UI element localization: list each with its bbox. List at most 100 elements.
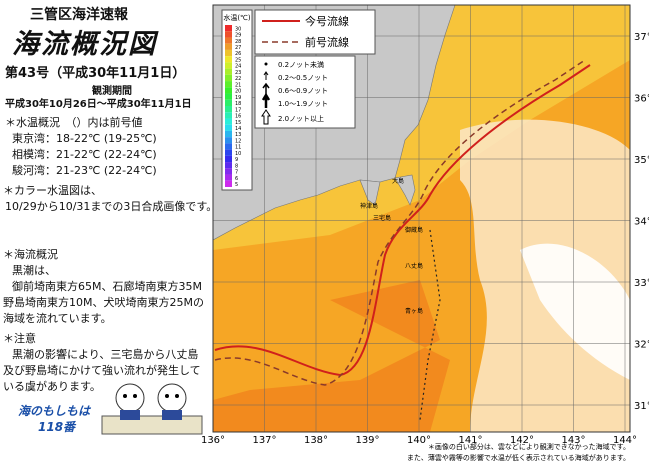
peninsula [359, 174, 416, 206]
colorbar-cell [225, 106, 232, 113]
lat-label: 33° [634, 278, 649, 289]
place: 青ヶ島 [405, 307, 423, 315]
temp-row: 東京湾：18-22℃ (19-25℃) [12, 132, 157, 145]
lon-label: 138° [304, 435, 328, 446]
colorbar-cell [225, 118, 232, 125]
colorbar-cell [225, 62, 232, 69]
lon-label: 143° [561, 435, 585, 446]
colorbar-label: 25 [235, 57, 241, 63]
caution-line: いる虞があります。 [3, 380, 101, 393]
lat-label: 34° [634, 217, 649, 228]
colorbar-label: 10 [235, 151, 241, 157]
speed-text: 0.2ノット未満 [278, 60, 324, 69]
temp-row: 駿河湾：21-23℃ (22-24℃) [12, 164, 157, 177]
speed-text: 2.0ノット以上 [278, 114, 324, 123]
colorbar-label: 8 [235, 163, 238, 169]
colorbar-label: 30 [235, 26, 241, 32]
sea-hot [213, 280, 450, 432]
line-legend [254, 9, 376, 55]
issue: 第43号（平成30年11月1日） [5, 66, 186, 81]
slogan: 海のもしもは [18, 404, 91, 418]
current-vectors [419, 229, 441, 421]
temp-row: 相模湾：21-22℃ (22-24℃) [12, 148, 157, 161]
place: 三宅島 [373, 214, 391, 222]
colorbar-cell [225, 49, 232, 57]
colorbar-label: 21 [235, 82, 241, 88]
colorbar-cell [225, 143, 232, 150]
colorbar-label: 11 [235, 145, 241, 151]
colorbar-cell [225, 99, 232, 106]
colorbar-cell [225, 68, 232, 75]
period-label: 観測期間 [92, 86, 132, 97]
place: 御蔵島 [405, 226, 423, 234]
lat-label: 31° [634, 401, 649, 412]
colorbar-cell [225, 43, 232, 50]
colorbar-cell [225, 81, 232, 88]
colorbar-label: 12 [235, 138, 241, 144]
place: 大島 [392, 177, 404, 185]
colorbar-label: 5 [235, 182, 238, 188]
colorbar-cell [225, 168, 232, 175]
colorbar-cell [225, 93, 232, 100]
colorbar-label: 15 [235, 120, 241, 126]
period: 平成30年10月26日～平成30年11月1日 [5, 99, 192, 110]
colorbar-cell [225, 25, 232, 32]
current-heading: ＊海流概況 [3, 248, 58, 261]
colorbar-cell [225, 155, 232, 163]
office: 三管区海洋速報 [30, 7, 128, 23]
title: 海流概況図 [12, 29, 157, 60]
colorbar-label: 23 [235, 70, 241, 76]
colorbar-cell [225, 87, 232, 94]
colorbar-label: 18 [235, 101, 241, 107]
caution-line: 及び野島埼にかけて強い流れが発生して [3, 364, 201, 377]
colorbar-cell [225, 149, 232, 156]
mascots [101, 383, 203, 435]
colorbar-cell [225, 162, 232, 169]
speed-icon [263, 71, 269, 80]
colorbar-label: 6 [235, 176, 238, 182]
colorbar-cell [225, 56, 232, 63]
colorbar-label: 14 [235, 126, 241, 132]
legend-text: 今号流線 [305, 14, 349, 28]
colorbar-label: 22 [235, 76, 241, 82]
colorbar-label: 13 [235, 132, 241, 138]
current-line: 野島埼南東方10M、犬吠埼南東方25Mの [3, 296, 204, 309]
lat-label: 37° [634, 32, 649, 43]
colorbar-label: 16 [235, 114, 241, 120]
colorbar-label: 17 [235, 107, 241, 113]
speed-icon [261, 109, 271, 125]
lat-label: 35° [634, 155, 649, 166]
lon-label: 136° [201, 435, 225, 446]
colorbar-cell [225, 130, 232, 138]
colorbar-label: 27 [235, 45, 241, 51]
lon-label: 139° [355, 435, 379, 446]
lon-label: 142° [510, 435, 534, 446]
temp-note: 10/29から10/31までの3日合成画像です。 [5, 200, 218, 213]
footnote: また、薄雲や霧等の影響で水温が低く表示されている海域があります。 [407, 453, 630, 462]
colorbar-cell [225, 31, 232, 38]
colorbar-label: 7 [235, 170, 238, 176]
colorbar-label: 28 [235, 39, 241, 45]
speed-text: 0.2～0.5ノット [278, 74, 328, 82]
colorbar-cell [225, 112, 232, 119]
colorbar-title: 水温(℃) [223, 13, 251, 22]
temp-note: ＊カラー水温図は、 [3, 184, 102, 197]
slogan: 118番 [38, 420, 76, 434]
speed-icon [262, 82, 270, 94]
legend-text: 前号流線 [305, 35, 349, 49]
lon-label: 140° [407, 435, 431, 446]
lon-label: 137° [252, 435, 276, 446]
place: 八丈島 [405, 262, 423, 270]
cloud [520, 243, 630, 380]
colorbar-cell [225, 37, 232, 44]
colorbar-cell [225, 174, 232, 181]
colorbar-cell [225, 124, 232, 131]
lon-label: 141° [458, 435, 482, 446]
speed-icon [261, 92, 271, 108]
colorbar-label: 20 [235, 89, 241, 95]
current-line: 黒潮は、 [12, 264, 56, 277]
colorbar-label: 29 [235, 33, 241, 39]
temp-heading: ＊水温概況 （）内は前号値 [5, 116, 143, 129]
